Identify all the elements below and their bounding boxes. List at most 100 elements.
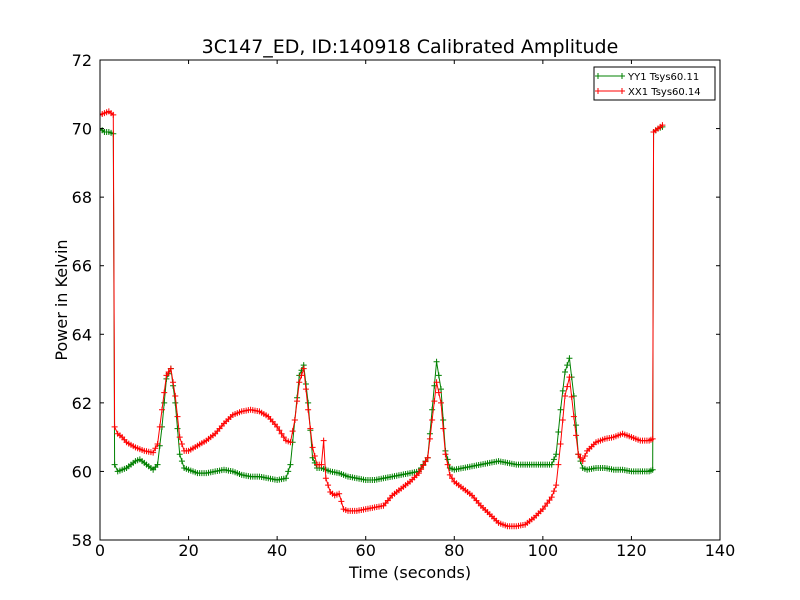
x-axis-label: Time (seconds) [348, 563, 471, 582]
data-point [178, 458, 185, 465]
legend-marker [619, 73, 625, 79]
data-point [154, 461, 161, 468]
data-point [440, 417, 447, 423]
y-axis-label: Power in Kelvin [52, 239, 71, 360]
data-point [287, 439, 294, 446]
data-point [553, 451, 560, 458]
x-tick-label: 40 [267, 541, 287, 560]
series-1 [100, 123, 666, 483]
data-point [307, 425, 314, 432]
data-point [320, 437, 327, 444]
data-point [444, 461, 451, 468]
data-point [435, 389, 442, 396]
y-tick-label: 70 [72, 120, 92, 139]
data-point [555, 461, 562, 468]
data-point [172, 393, 179, 399]
data-point [280, 434, 287, 441]
data-point [446, 471, 453, 478]
y-tick-label: 72 [72, 51, 92, 70]
x-tick-label: 0 [95, 541, 105, 560]
y-tick-label: 68 [72, 188, 92, 207]
data-point [154, 441, 161, 447]
data-point [311, 453, 318, 459]
data-point [176, 434, 183, 441]
data-point [305, 406, 312, 413]
series-2 [100, 108, 666, 530]
data-point [322, 475, 329, 482]
data-point [570, 413, 577, 420]
data-point [550, 456, 557, 463]
legend-marker [619, 88, 625, 94]
data-point [546, 497, 553, 504]
data-point [433, 358, 440, 365]
data-point [553, 482, 560, 489]
data-point [163, 372, 170, 379]
data-point [566, 374, 573, 381]
data-point [111, 423, 118, 430]
legend-box [593, 66, 716, 101]
data-point [415, 470, 422, 477]
data-point [555, 429, 562, 435]
data-point [568, 393, 575, 400]
data-point [289, 428, 296, 435]
data-point [579, 458, 586, 465]
data-point [562, 369, 568, 375]
legend-label: XX1 Tsys60.14 [628, 87, 701, 98]
data-point [161, 399, 168, 406]
legend-label: YY1 Tsys60.11 [627, 72, 699, 83]
data-point [174, 413, 181, 420]
data-point [573, 422, 580, 429]
legend-entry: YY1 Tsys60.11 [595, 72, 699, 83]
data-point [573, 432, 580, 439]
x-tick-label: 60 [356, 541, 376, 560]
data-point [542, 503, 549, 510]
data-point [557, 441, 564, 447]
data-point [444, 456, 451, 463]
legend-marker [595, 73, 601, 79]
data-point [564, 383, 571, 390]
data-point [309, 444, 316, 451]
data-point [278, 430, 285, 437]
y-tick-label: 62 [72, 394, 92, 413]
data-point [152, 445, 159, 452]
data-point [581, 453, 588, 459]
data-point [559, 387, 566, 394]
data-point [550, 488, 557, 495]
data-point [426, 435, 433, 442]
data-point [274, 423, 281, 430]
data-point [420, 462, 427, 469]
data-point [111, 461, 118, 468]
data-point [548, 461, 555, 468]
y-tick-label: 66 [72, 257, 92, 276]
data-point [150, 449, 157, 456]
data-point [544, 500, 551, 507]
data-point [159, 406, 165, 413]
x-tick-label: 80 [444, 541, 464, 560]
legend-entry: XX1 Tsys60.14 [595, 87, 701, 98]
data-point [433, 379, 440, 386]
data-point [170, 379, 177, 386]
data-point [659, 122, 666, 129]
data-point [338, 498, 345, 505]
data-point [418, 466, 425, 473]
data-point [294, 398, 301, 405]
data-point [424, 454, 431, 461]
data-point [440, 425, 447, 432]
data-point [285, 468, 292, 475]
series-line [100, 110, 663, 527]
axis-ticks: 0 20 40 60 80 100 120 140 58 60 62 64 66 68 70 72 [72, 51, 736, 560]
data-point [172, 399, 179, 406]
data-point [539, 506, 546, 513]
data-point [564, 362, 571, 369]
data-point [435, 372, 442, 379]
data-point [429, 406, 436, 413]
data-point [178, 441, 185, 447]
data-point [422, 458, 429, 465]
data-point [176, 451, 183, 458]
data-point [318, 461, 325, 468]
data-point [438, 386, 444, 393]
data-point [566, 355, 573, 362]
data-point [431, 398, 438, 405]
data-point [559, 417, 566, 423]
data-point [336, 490, 343, 497]
